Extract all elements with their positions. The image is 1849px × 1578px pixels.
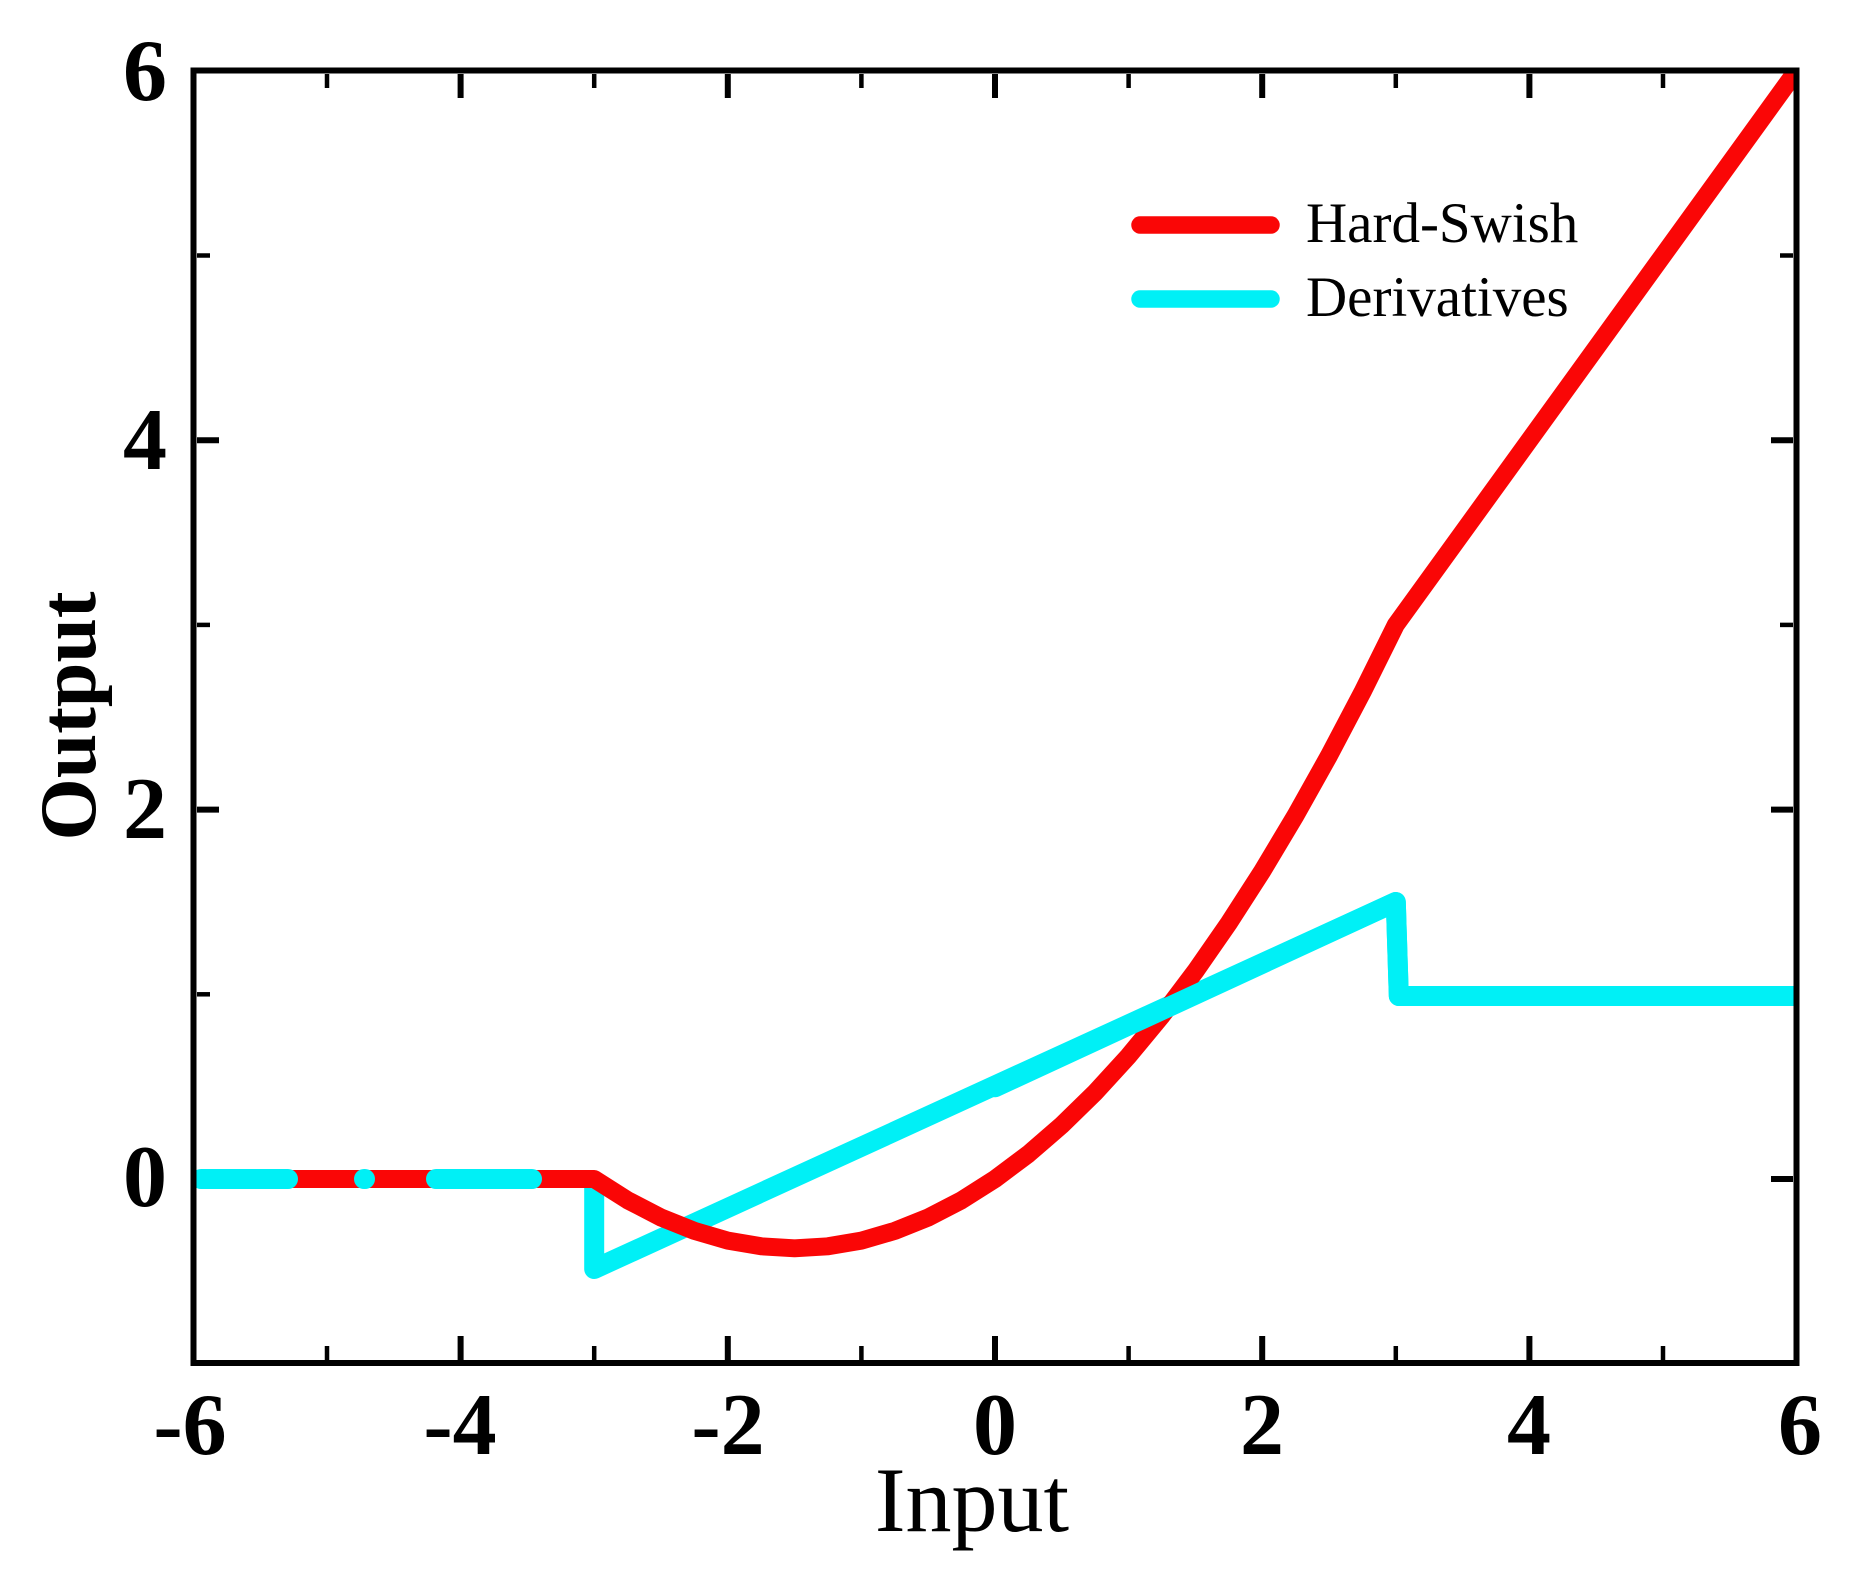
svg-text:6: 6 bbox=[1778, 1377, 1822, 1474]
svg-text:Input: Input bbox=[875, 1449, 1070, 1551]
svg-text:4: 4 bbox=[123, 392, 167, 489]
svg-text:Output: Output bbox=[25, 591, 113, 840]
svg-text:4: 4 bbox=[1507, 1377, 1551, 1474]
svg-text:0: 0 bbox=[973, 1377, 1017, 1474]
svg-text:-6: -6 bbox=[153, 1377, 226, 1474]
svg-text:-2: -2 bbox=[691, 1377, 764, 1474]
svg-text:Derivatives: Derivatives bbox=[1306, 266, 1569, 329]
svg-text:Hard-Swish: Hard-Swish bbox=[1306, 192, 1578, 255]
svg-text:-4: -4 bbox=[423, 1377, 496, 1474]
svg-text:2: 2 bbox=[1240, 1377, 1284, 1474]
svg-text:0: 0 bbox=[123, 1129, 167, 1226]
svg-text:2: 2 bbox=[123, 761, 167, 858]
svg-text:6: 6 bbox=[123, 23, 167, 120]
